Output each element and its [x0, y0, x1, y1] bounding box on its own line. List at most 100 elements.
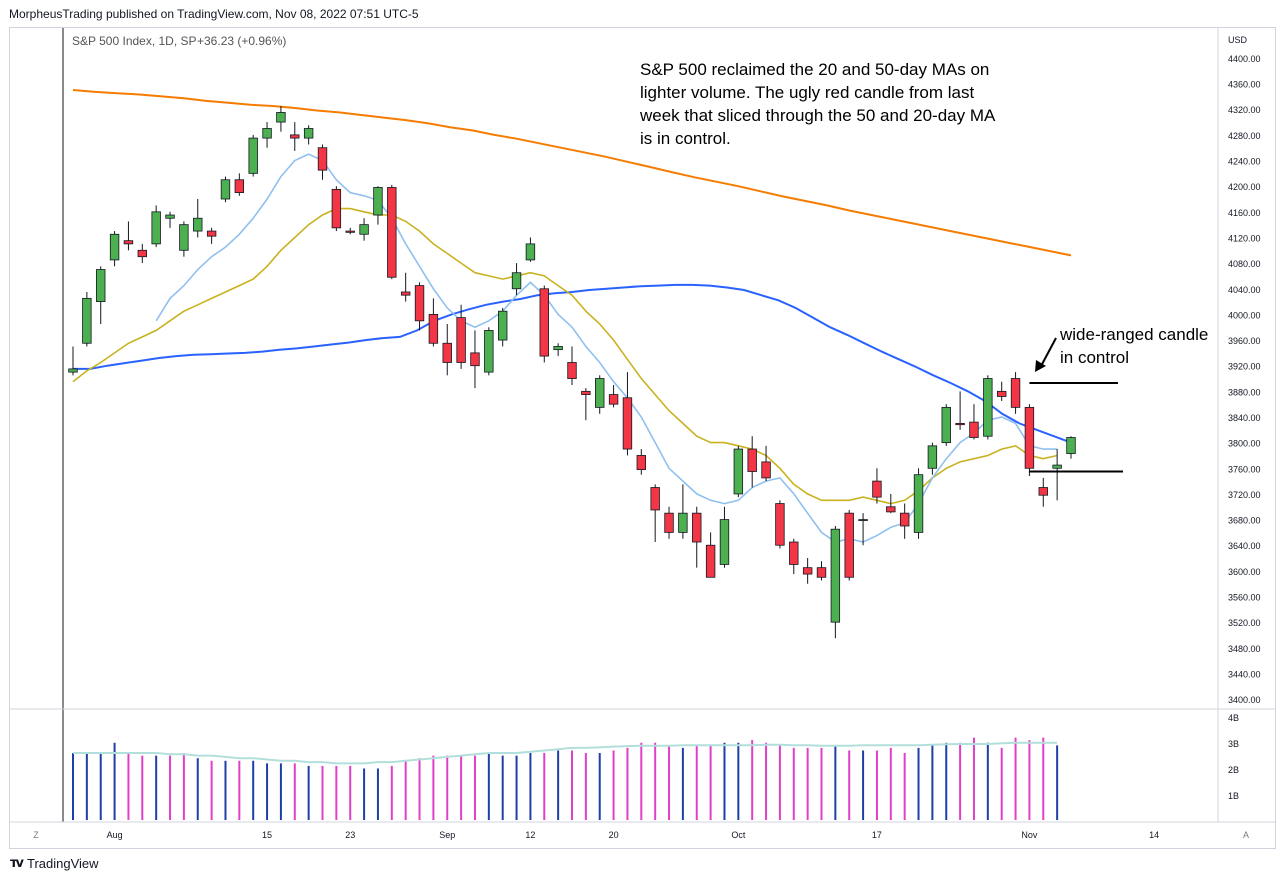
y-tick-label: 3440.00 [1228, 669, 1261, 679]
zoom-left-button: Z [33, 830, 39, 840]
candle-body [789, 541, 799, 565]
candle-body [692, 512, 702, 543]
x-tick-label: 12 [525, 830, 535, 840]
candle-body [1010, 378, 1021, 408]
candle-body [151, 211, 161, 245]
candle-body [775, 503, 785, 546]
y-tick-label: 3800.00 [1228, 439, 1261, 449]
candle-body [567, 362, 577, 379]
candle-body [996, 390, 1007, 397]
candle-body [206, 230, 217, 237]
candle-body [802, 567, 813, 575]
candle-body [830, 528, 841, 623]
y-tick-label: 3600.00 [1228, 567, 1261, 577]
candle-body [345, 230, 355, 233]
volume-tick-label: 1B [1228, 791, 1239, 801]
candle-body [456, 317, 466, 363]
candle-body [442, 342, 452, 363]
candle-body [179, 224, 189, 251]
candle-body [553, 346, 563, 351]
candle-body [858, 519, 868, 521]
y-tick-label: 4080.00 [1228, 259, 1261, 269]
volume-ma-line [73, 741, 1058, 765]
y-tick-label: 3560.00 [1228, 593, 1261, 603]
symbol-header: S&P 500 Index, 1D, SP [72, 34, 197, 48]
candle-body [234, 179, 245, 193]
candle-body [761, 461, 771, 479]
candle-body [193, 217, 203, 232]
ma50-line [73, 283, 1072, 444]
y-tick-label: 4160.00 [1228, 208, 1261, 218]
candle-body [1024, 406, 1035, 469]
candle-body [969, 421, 979, 438]
candle-body [428, 314, 439, 344]
candle-body [581, 390, 591, 395]
y-tick-label: 4040.00 [1228, 285, 1261, 295]
candle-body [276, 112, 286, 123]
arrow-head [1035, 360, 1046, 372]
y-tick-label: 3840.00 [1228, 413, 1261, 423]
candle-body [1052, 464, 1062, 469]
candle-body [927, 445, 938, 469]
candle-body [303, 128, 314, 139]
tradingview-logo-icon: ᴛᴠ [10, 856, 24, 871]
candle-body [220, 179, 231, 200]
y-tick-label: 4240.00 [1228, 157, 1261, 167]
x-tick-label: 17 [872, 830, 882, 840]
candle-body [955, 423, 965, 426]
y-tick-label: 3640.00 [1228, 541, 1261, 551]
y-tick-label: 3680.00 [1228, 516, 1261, 526]
candle-body [650, 487, 660, 511]
y-tick-label: 4000.00 [1228, 310, 1261, 320]
candle-body [387, 187, 397, 278]
candle-body [525, 243, 536, 261]
candle-body [608, 394, 619, 405]
x-tick-label: Sep [439, 830, 455, 840]
candle-body [262, 128, 272, 139]
candle-body [373, 187, 383, 216]
candle-body [595, 378, 605, 408]
tradingview-logo[interactable]: ᴛᴠ TradingView [10, 856, 99, 871]
y-tick-label: 4320.00 [1228, 105, 1261, 115]
volume-tick-label: 3B [1228, 739, 1239, 749]
candle-body [941, 406, 951, 444]
arrow-shaft [1039, 337, 1057, 369]
candle-body [290, 134, 300, 139]
candle-body [733, 448, 744, 495]
y-tick-label: 4280.00 [1228, 131, 1261, 141]
candle-body [899, 512, 910, 527]
candle-body [470, 352, 480, 367]
candle-body [816, 567, 827, 578]
candle-body [539, 288, 549, 357]
candle-body [96, 269, 106, 302]
x-tick-label: 23 [345, 830, 355, 840]
candle-body [844, 512, 854, 578]
x-tick-label: 14 [1149, 830, 1159, 840]
y-tick-label: 4200.00 [1228, 182, 1261, 192]
candle-body [165, 214, 175, 219]
x-tick-label: Oct [731, 830, 746, 840]
candle-body [1038, 487, 1048, 496]
candle-body [331, 188, 342, 229]
volume-tick-label: 4B [1228, 713, 1239, 723]
y-tick-label: 3760.00 [1228, 464, 1261, 474]
ma200-line [72, 89, 1072, 257]
y-tick-label: 3720.00 [1228, 490, 1261, 500]
candle-body [886, 506, 896, 513]
candle-body [123, 240, 134, 245]
candle-body [747, 448, 757, 472]
y-tick-label: 3880.00 [1228, 387, 1261, 397]
candle-body [109, 233, 120, 261]
candle-body [317, 147, 328, 171]
tradingview-logo-text: TradingView [27, 856, 99, 871]
x-tick-label: 15 [262, 830, 272, 840]
candle-body [68, 368, 78, 373]
candle-body [622, 397, 633, 450]
y-tick-label: 4400.00 [1228, 54, 1261, 64]
candle-body [678, 512, 688, 533]
candle-body [664, 512, 674, 533]
change-header: +36.23 (+0.96%) [197, 34, 287, 48]
main-annotation: S&P 500 reclaimed the 20 and 50-day MAs … [640, 60, 995, 148]
candle-body [636, 455, 647, 470]
